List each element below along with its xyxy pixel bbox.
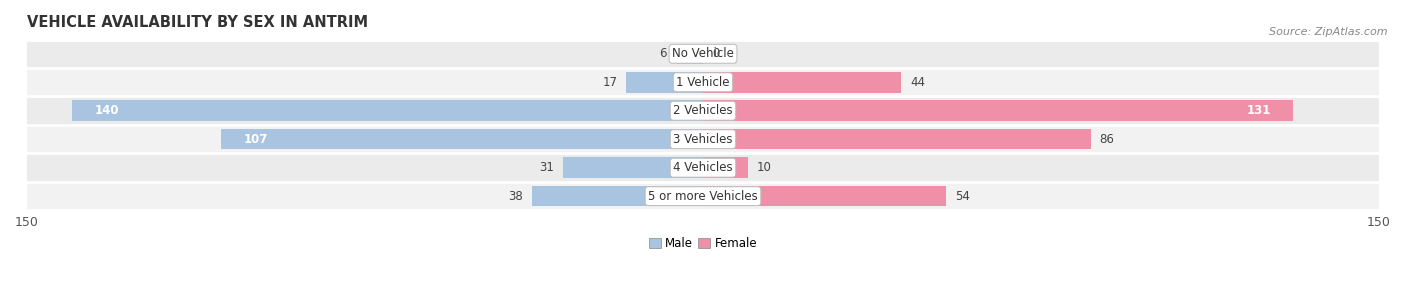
Text: 38: 38 xyxy=(508,190,523,203)
Bar xyxy=(564,157,703,178)
Bar xyxy=(703,100,1294,121)
Text: 131: 131 xyxy=(1247,104,1271,117)
Text: Source: ZipAtlas.com: Source: ZipAtlas.com xyxy=(1270,27,1388,38)
Bar xyxy=(27,182,1379,210)
Text: 4 Vehicles: 4 Vehicles xyxy=(673,161,733,174)
Text: 107: 107 xyxy=(243,133,267,146)
Text: 86: 86 xyxy=(1099,133,1115,146)
Bar xyxy=(703,157,748,178)
Text: 44: 44 xyxy=(910,76,925,89)
Bar xyxy=(221,129,703,149)
Legend: Male, Female: Male, Female xyxy=(644,232,762,255)
Bar xyxy=(627,72,703,92)
Bar xyxy=(703,72,901,92)
Text: 31: 31 xyxy=(540,161,554,174)
Text: No Vehicle: No Vehicle xyxy=(672,47,734,60)
Text: 10: 10 xyxy=(756,161,772,174)
Text: 140: 140 xyxy=(94,104,120,117)
Text: VEHICLE AVAILABILITY BY SEX IN ANTRIM: VEHICLE AVAILABILITY BY SEX IN ANTRIM xyxy=(27,15,368,30)
Bar xyxy=(27,125,1379,153)
Text: 17: 17 xyxy=(602,76,617,89)
Text: 3 Vehicles: 3 Vehicles xyxy=(673,133,733,146)
Bar xyxy=(703,129,1091,149)
Text: 1 Vehicle: 1 Vehicle xyxy=(676,76,730,89)
Text: 54: 54 xyxy=(956,190,970,203)
Bar xyxy=(72,100,703,121)
Bar xyxy=(703,186,946,206)
Bar xyxy=(27,40,1379,68)
Text: 0: 0 xyxy=(711,47,720,60)
Text: 2 Vehicles: 2 Vehicles xyxy=(673,104,733,117)
Bar xyxy=(27,68,1379,96)
Bar xyxy=(27,153,1379,182)
Text: 6: 6 xyxy=(659,47,666,60)
Bar xyxy=(676,44,703,64)
Bar xyxy=(27,96,1379,125)
Bar xyxy=(531,186,703,206)
Text: 5 or more Vehicles: 5 or more Vehicles xyxy=(648,190,758,203)
